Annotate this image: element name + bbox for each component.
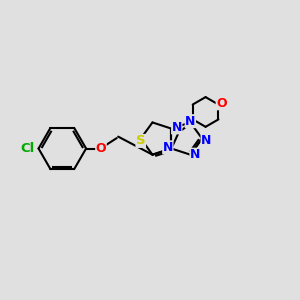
- Text: N: N: [172, 121, 182, 134]
- Text: N: N: [185, 115, 196, 128]
- Text: N: N: [190, 148, 200, 161]
- Text: O: O: [96, 142, 106, 155]
- Text: N: N: [163, 141, 173, 154]
- Text: S: S: [136, 134, 146, 147]
- Text: O: O: [216, 97, 227, 110]
- Text: N: N: [201, 134, 211, 147]
- Text: Cl: Cl: [21, 142, 35, 155]
